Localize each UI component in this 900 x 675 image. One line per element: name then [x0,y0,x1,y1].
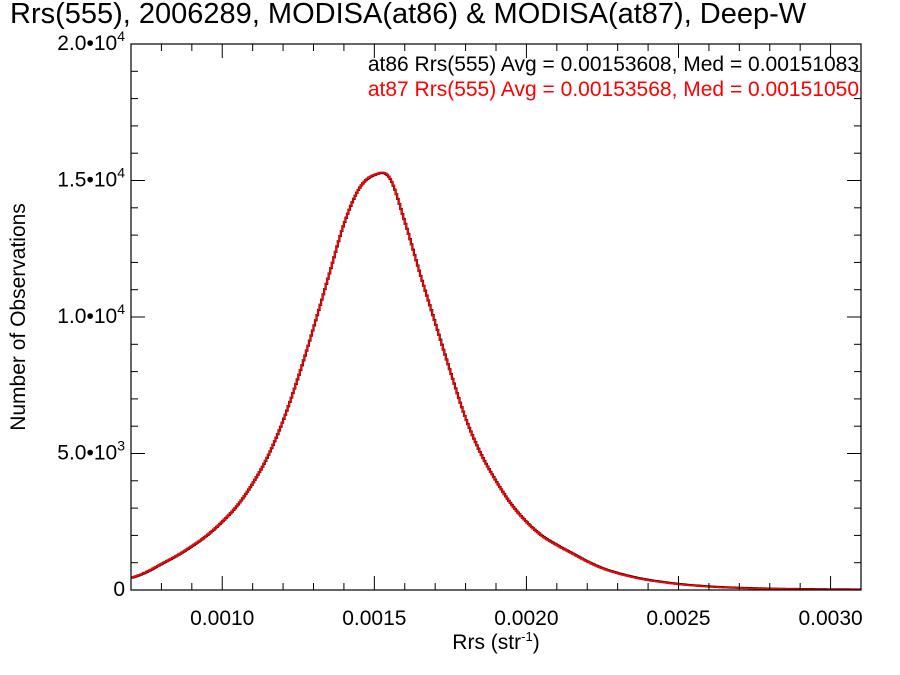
annotation-at86: at86 Rrs(555) Avg = 0.00153608, Med = 0.… [368,53,859,76]
y-axis-label: Number of Observations [7,203,30,431]
series-line-0 [131,171,861,591]
y-tick-label: 1.5•104 [57,165,125,192]
series-layer [131,171,861,591]
y-tick-label-base: 1.0•10 [57,305,117,328]
y-tick-label: 1.0•104 [57,301,125,328]
x-axis-label-close: ) [533,631,540,654]
y-tick-label-exponent: 3 [117,438,125,454]
annotation-at87: at87 Rrs(555) Avg = 0.00153568, Med = 0.… [368,78,859,101]
y-tick-label: 2.0•104 [57,28,125,55]
y-tick-label-base: 0 [113,578,125,601]
y-tick-label-base: 5.0•10 [57,442,117,465]
y-tick-label-exponent: 4 [117,28,125,44]
x-tick-label: 0.0030 [798,607,862,630]
y-tick-label-exponent: 4 [117,165,125,181]
series-line-1 [131,171,861,591]
y-tick-label-base: 1.5•10 [57,169,117,192]
x-tick-label: 0.0025 [646,607,710,630]
x-tick-label: 0.0020 [494,607,558,630]
y-tick-label-base: 2.0•10 [57,32,117,55]
x-axis-label: Rrs (str-1) [452,629,539,654]
x-tick-label: 0.0015 [342,607,406,630]
y-tick-label-exponent: 4 [117,301,125,317]
plot-frame [130,43,862,591]
x-axis-label-sup: -1 [521,629,533,644]
y-tick-label: 5.0•103 [57,438,125,465]
x-axis-label-main: Rrs (str [452,631,521,654]
label-layer: 0.0010 0.0015 0.0020 0.0025 0.0030 0 5.0•103 1.… [57,28,862,630]
x-tick-label: 0.0010 [190,607,254,630]
chart-title: Rrs(555), 2006289, MODISA(at86) & MODISA… [10,0,807,30]
tick-layer [131,43,861,591]
y-tick-label: 0 [113,578,125,601]
